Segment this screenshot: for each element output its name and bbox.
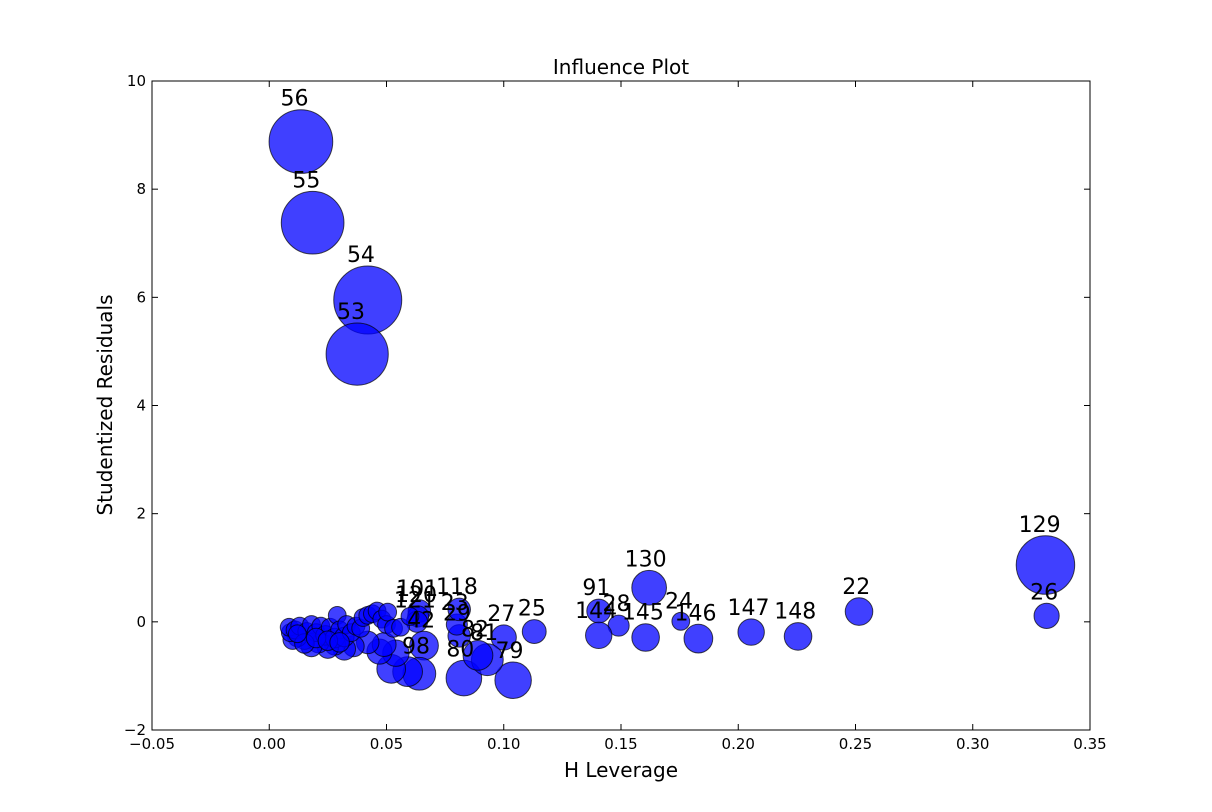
point-label: 91 [582, 576, 610, 601]
point-label: 118 [436, 575, 478, 600]
point-label: 55 [292, 168, 320, 193]
x-axis: −0.05 0.00 0.05 0.10 0.15 0.20 0.25 0.30 0.35 [129, 81, 1107, 753]
data-point [631, 569, 667, 606]
point-label: 54 [347, 243, 375, 268]
point-label: 22 [842, 575, 870, 600]
x-tick-label: 0.35 [1073, 735, 1106, 753]
point-label: 56 [281, 87, 309, 112]
y-tick-label: 2 [136, 505, 146, 523]
x-tick-label: 0.10 [487, 735, 520, 753]
data-point [737, 618, 765, 646]
point-label: 144 [575, 599, 617, 624]
data-point [280, 190, 345, 255]
point-label: 23 [441, 591, 469, 616]
y-tick-label: 4 [136, 397, 146, 415]
y-axis-label: Studentized Residuals [93, 294, 117, 515]
data-point [494, 661, 532, 699]
point-label: 147 [728, 596, 770, 621]
data-point [268, 109, 334, 174]
point-label: 146 [675, 601, 717, 626]
data-point [585, 621, 613, 650]
data-point [1033, 602, 1060, 629]
point-label: 42 [407, 608, 435, 633]
data-point [683, 623, 714, 654]
points-layer [268, 109, 1076, 699]
point-label: 82 [461, 617, 489, 642]
point-label: 145 [622, 601, 664, 626]
x-tick-label: −0.05 [129, 735, 175, 753]
point-label: 98 [402, 634, 430, 659]
data-point [447, 597, 471, 622]
data-point [325, 322, 389, 386]
point-label: 81 [470, 621, 498, 646]
y-tick-label: 8 [136, 180, 146, 198]
point-label: 129 [1019, 513, 1061, 538]
x-axis-label: H Leverage [564, 758, 678, 782]
y-tick-label: −2 [124, 721, 146, 739]
y-tick-label: 6 [136, 288, 146, 306]
x-tick-label: 0.00 [253, 735, 286, 753]
data-point [783, 622, 813, 651]
point-label: 24 [665, 589, 693, 614]
point-label: 26 [1030, 580, 1058, 605]
data-point [844, 597, 874, 626]
data-point [1015, 535, 1076, 595]
data-point [462, 639, 494, 671]
point-label: 25 [518, 597, 546, 622]
point-label: 29 [443, 602, 471, 627]
x-tick-label: 0.20 [722, 735, 755, 753]
data-point [521, 619, 547, 645]
x-tick-label: 0.25 [839, 735, 872, 753]
y-tick-label: 0 [136, 613, 146, 631]
x-tick-label: 0.15 [604, 735, 637, 753]
data-point [329, 632, 350, 653]
point-label: 53 [337, 300, 365, 325]
data-point [631, 623, 660, 652]
chart-title: Influence Plot [553, 55, 689, 79]
data-point [490, 624, 517, 651]
x-tick-label: 0.05 [370, 735, 403, 753]
data-point [400, 607, 420, 626]
point-label: 148 [774, 600, 816, 625]
point-label: 120 [395, 583, 437, 608]
point-label: 101 [396, 577, 438, 602]
x-tick-label: 0.30 [956, 735, 989, 753]
y-tick-label: 10 [127, 72, 146, 90]
point-label: 80 [446, 637, 474, 662]
point-label: 79 [495, 639, 523, 664]
data-point [287, 624, 307, 644]
data-point [671, 611, 691, 631]
point-label: 28 [603, 592, 631, 617]
point-label: 121 [394, 588, 436, 613]
point-label: 130 [625, 547, 667, 572]
point-label: 27 [487, 602, 515, 627]
